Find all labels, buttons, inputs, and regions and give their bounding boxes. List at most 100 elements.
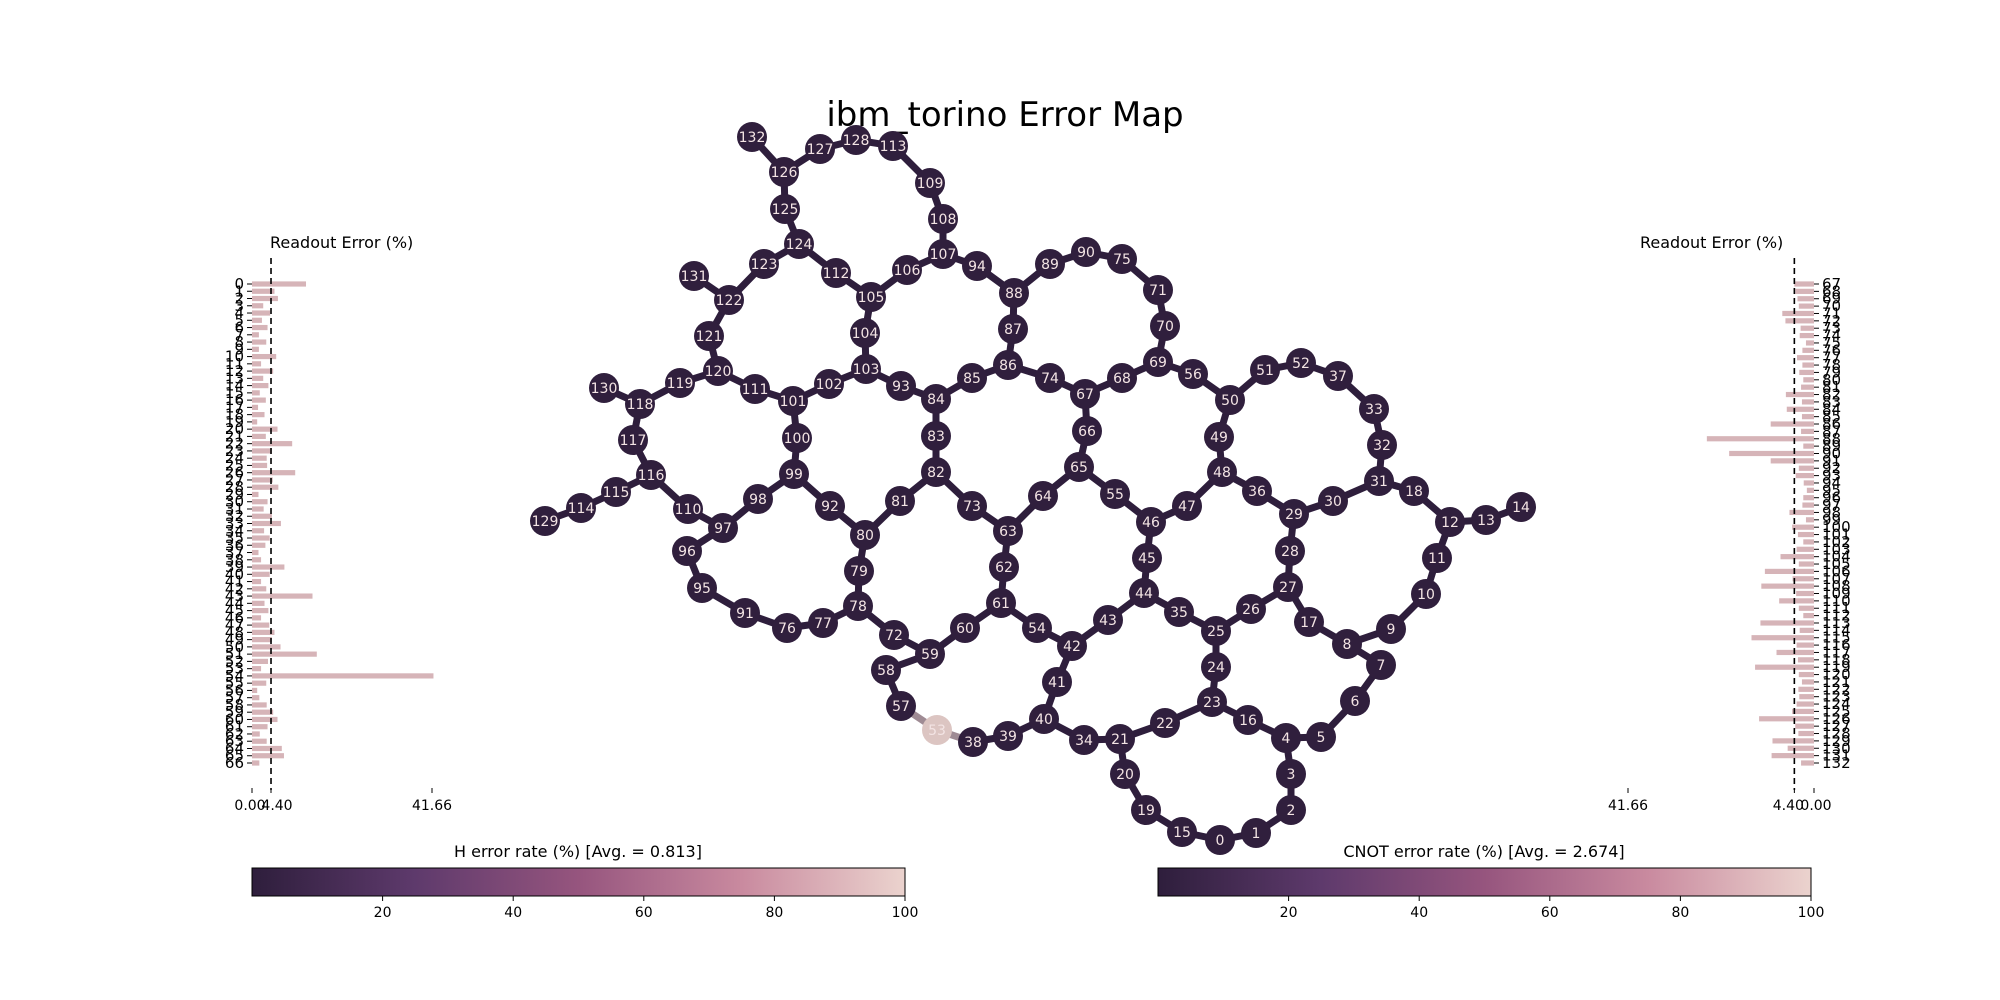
- qubit-node-78: 78: [843, 591, 873, 621]
- qubit-circle: [1250, 355, 1280, 385]
- qubit-node-130: 130: [589, 373, 619, 403]
- qubit-node-119: 119: [665, 368, 695, 398]
- qubit-node-128: 128: [841, 125, 871, 155]
- qubit-circle: [856, 282, 886, 312]
- right-hist-label-130: 130: [1822, 739, 1851, 757]
- colorbar-tick-label: 80: [765, 905, 783, 921]
- left-hist-bar-66: [252, 760, 260, 766]
- qubit-label: 21: [1111, 732, 1129, 748]
- left-hist-label-36: 36: [225, 536, 244, 554]
- qubit-label: 39: [999, 729, 1017, 745]
- left-hist-bar-0: [252, 281, 307, 287]
- qubit-node-21: 21: [1105, 724, 1135, 754]
- cnot-error-colorbar: CNOT error rate (%) [Avg. = 2.674] 20 40 6…: [1157, 842, 1824, 921]
- qubit-label: 129: [532, 514, 559, 530]
- qubit-node-34: 34: [1069, 725, 1099, 755]
- left-hist-bar-61: [252, 724, 268, 730]
- qubit-circle: [1201, 652, 1231, 682]
- qubit-label: 31: [1370, 474, 1388, 490]
- colorbar-tick-label: 20: [374, 905, 392, 921]
- left-hist-label-34: 34: [225, 522, 244, 540]
- qubit-circle: [1422, 543, 1452, 573]
- qubit-circle: [1294, 607, 1324, 637]
- qubit-circle: [1172, 491, 1202, 521]
- qubit-node-81: 81: [885, 486, 915, 516]
- right-hist-label-114: 114: [1822, 621, 1851, 639]
- left-hist-label-18: 18: [225, 406, 244, 424]
- qubit-node-42: 42: [1057, 631, 1087, 661]
- left-hist-label-5: 5: [234, 311, 244, 329]
- qubit-node-96: 96: [672, 536, 702, 566]
- left-hist-bar-45: [252, 607, 269, 614]
- left-hist-label-42: 42: [225, 580, 244, 598]
- qubit-label: 51: [1256, 363, 1274, 379]
- right-hist-label-125: 125: [1822, 702, 1851, 720]
- qubit-label: 33: [1365, 402, 1383, 418]
- right-hist-label-88: 88: [1822, 430, 1841, 448]
- qubit-node-35: 35: [1164, 597, 1194, 627]
- qubit-node-75: 75: [1107, 244, 1137, 274]
- left-hist-label-54: 54: [225, 667, 244, 685]
- right-hist-label-119: 119: [1822, 658, 1851, 676]
- left-hist-label-40: 40: [225, 565, 244, 583]
- qubit-label: 28: [1281, 544, 1299, 560]
- qubit-circle: [1506, 492, 1536, 522]
- right-hist-label-76: 76: [1822, 341, 1841, 359]
- qubit-label: 11: [1428, 551, 1446, 567]
- qubit-node-44: 44: [1129, 578, 1159, 608]
- qubit-node-0: 0: [1205, 825, 1235, 855]
- qubit-circle: [844, 556, 874, 586]
- left-hist-label-26: 26: [225, 464, 244, 482]
- right-hist-label-122: 122: [1822, 680, 1851, 698]
- left-hist-bar-20: [252, 426, 278, 432]
- qubit-label: 37: [1329, 369, 1347, 385]
- qubit-circle: [708, 513, 738, 543]
- right-hist-label-101: 101: [1822, 526, 1851, 544]
- left-hist-bar-35: [252, 535, 270, 541]
- qubit-node-63: 63: [993, 516, 1023, 546]
- qubit-label: 78: [849, 599, 867, 615]
- qubit-node-49: 49: [1204, 422, 1234, 452]
- left-hist-bar-23: [252, 448, 272, 454]
- qubit-label: 7: [1377, 658, 1386, 674]
- left-hist-bar-41: [252, 578, 262, 585]
- right-hist-bar-124: [1796, 701, 1814, 707]
- left-hist-bar-1: [252, 288, 275, 294]
- qubit-label: 2: [1287, 803, 1296, 819]
- right-hist-label-68: 68: [1822, 282, 1841, 300]
- left-hist-label-63: 63: [225, 732, 244, 750]
- qubit-circle: [1276, 759, 1306, 789]
- qubit-circle: [703, 356, 733, 386]
- right-hist-bar-92: [1798, 465, 1814, 471]
- left-hist-bar-36: [252, 542, 266, 548]
- left-hist-label-2: 2: [234, 290, 244, 308]
- figure-title: ibm_torino Error Map: [826, 95, 1183, 135]
- qubit-node-70: 70: [1150, 311, 1180, 341]
- left-hist-bar-28: [252, 484, 279, 490]
- left-hist-bar-2: [252, 295, 278, 302]
- qubit-label: 57: [892, 699, 910, 715]
- left-hist-bars: [252, 281, 434, 766]
- qubit-label: 125: [772, 202, 799, 218]
- qubit-node-113: 113: [878, 131, 908, 161]
- right-hist-label-83: 83: [1822, 393, 1841, 411]
- left-hist-label-43: 43: [225, 587, 244, 605]
- left-hist-bar-38: [252, 557, 262, 563]
- qubit-label: 58: [877, 663, 895, 679]
- left-hist-label-29: 29: [225, 485, 244, 503]
- qubit-node-41: 41: [1042, 667, 1072, 697]
- qubit-circle: [1167, 817, 1197, 847]
- qubit-label: 54: [1028, 621, 1046, 637]
- qubit-label: 82: [927, 465, 945, 481]
- qubit-label: 77: [814, 616, 832, 632]
- qubit-circle: [1242, 476, 1272, 506]
- qubit-label: 110: [675, 502, 702, 518]
- left-hist-label-32: 32: [225, 507, 244, 525]
- left-hist-bar-12: [252, 368, 274, 374]
- right-hist-label-67: 67: [1822, 275, 1841, 293]
- right-hist-label-131: 131: [1822, 747, 1851, 765]
- qubit-label: 52: [1292, 356, 1310, 372]
- qubit-label: 53: [928, 723, 946, 739]
- qubit-label: 27: [1279, 580, 1297, 596]
- left-hist-label-24: 24: [225, 449, 244, 467]
